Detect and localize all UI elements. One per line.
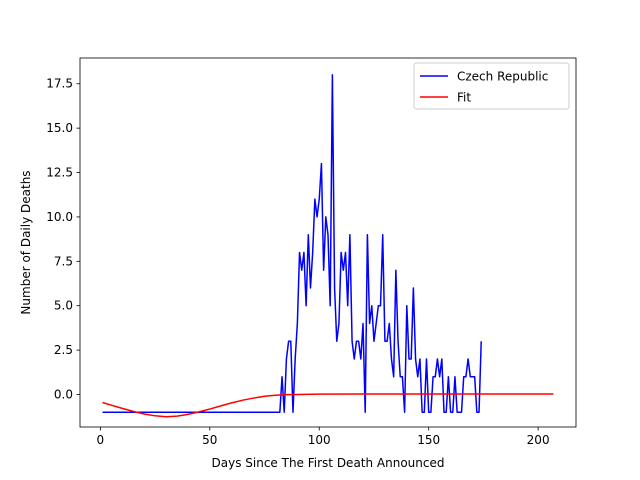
y-tick-label: 15.0 <box>46 121 73 135</box>
y-tick-label: 2.5 <box>54 343 73 357</box>
series-line-1 <box>102 393 554 418</box>
x-tick-label: 150 <box>417 433 440 447</box>
x-axis-label: Days Since The First Death Announced <box>212 456 445 470</box>
plot-frame <box>79 57 577 428</box>
x-tick-label: 200 <box>527 433 550 447</box>
y-tick-label: 17.5 <box>46 77 73 91</box>
y-tick-label: 10.0 <box>46 210 73 224</box>
axes-layer: 0 50 100 150 200 0.0 2.5 5.0 7.5 10.0 12.5 15.0 17.5 <box>46 57 577 447</box>
y-tick-label: 5.0 <box>54 299 73 313</box>
y-tick-label: 0.0 <box>54 388 73 402</box>
legend-label-0: Czech Republic <box>457 70 548 84</box>
x-tick-label: 100 <box>308 433 331 447</box>
y-tick-label: 12.5 <box>46 166 73 180</box>
x-tick-label: 50 <box>202 433 217 447</box>
legend: Czech Republic Fit <box>413 62 570 110</box>
legend-label-1: Fit <box>457 91 471 105</box>
legend-box <box>413 62 570 110</box>
y-tick-label: 7.5 <box>54 254 73 268</box>
series-layer <box>102 74 554 418</box>
x-tick-label: 0 <box>97 433 105 447</box>
y-axis-label: Number of Daily Deaths <box>19 170 33 314</box>
